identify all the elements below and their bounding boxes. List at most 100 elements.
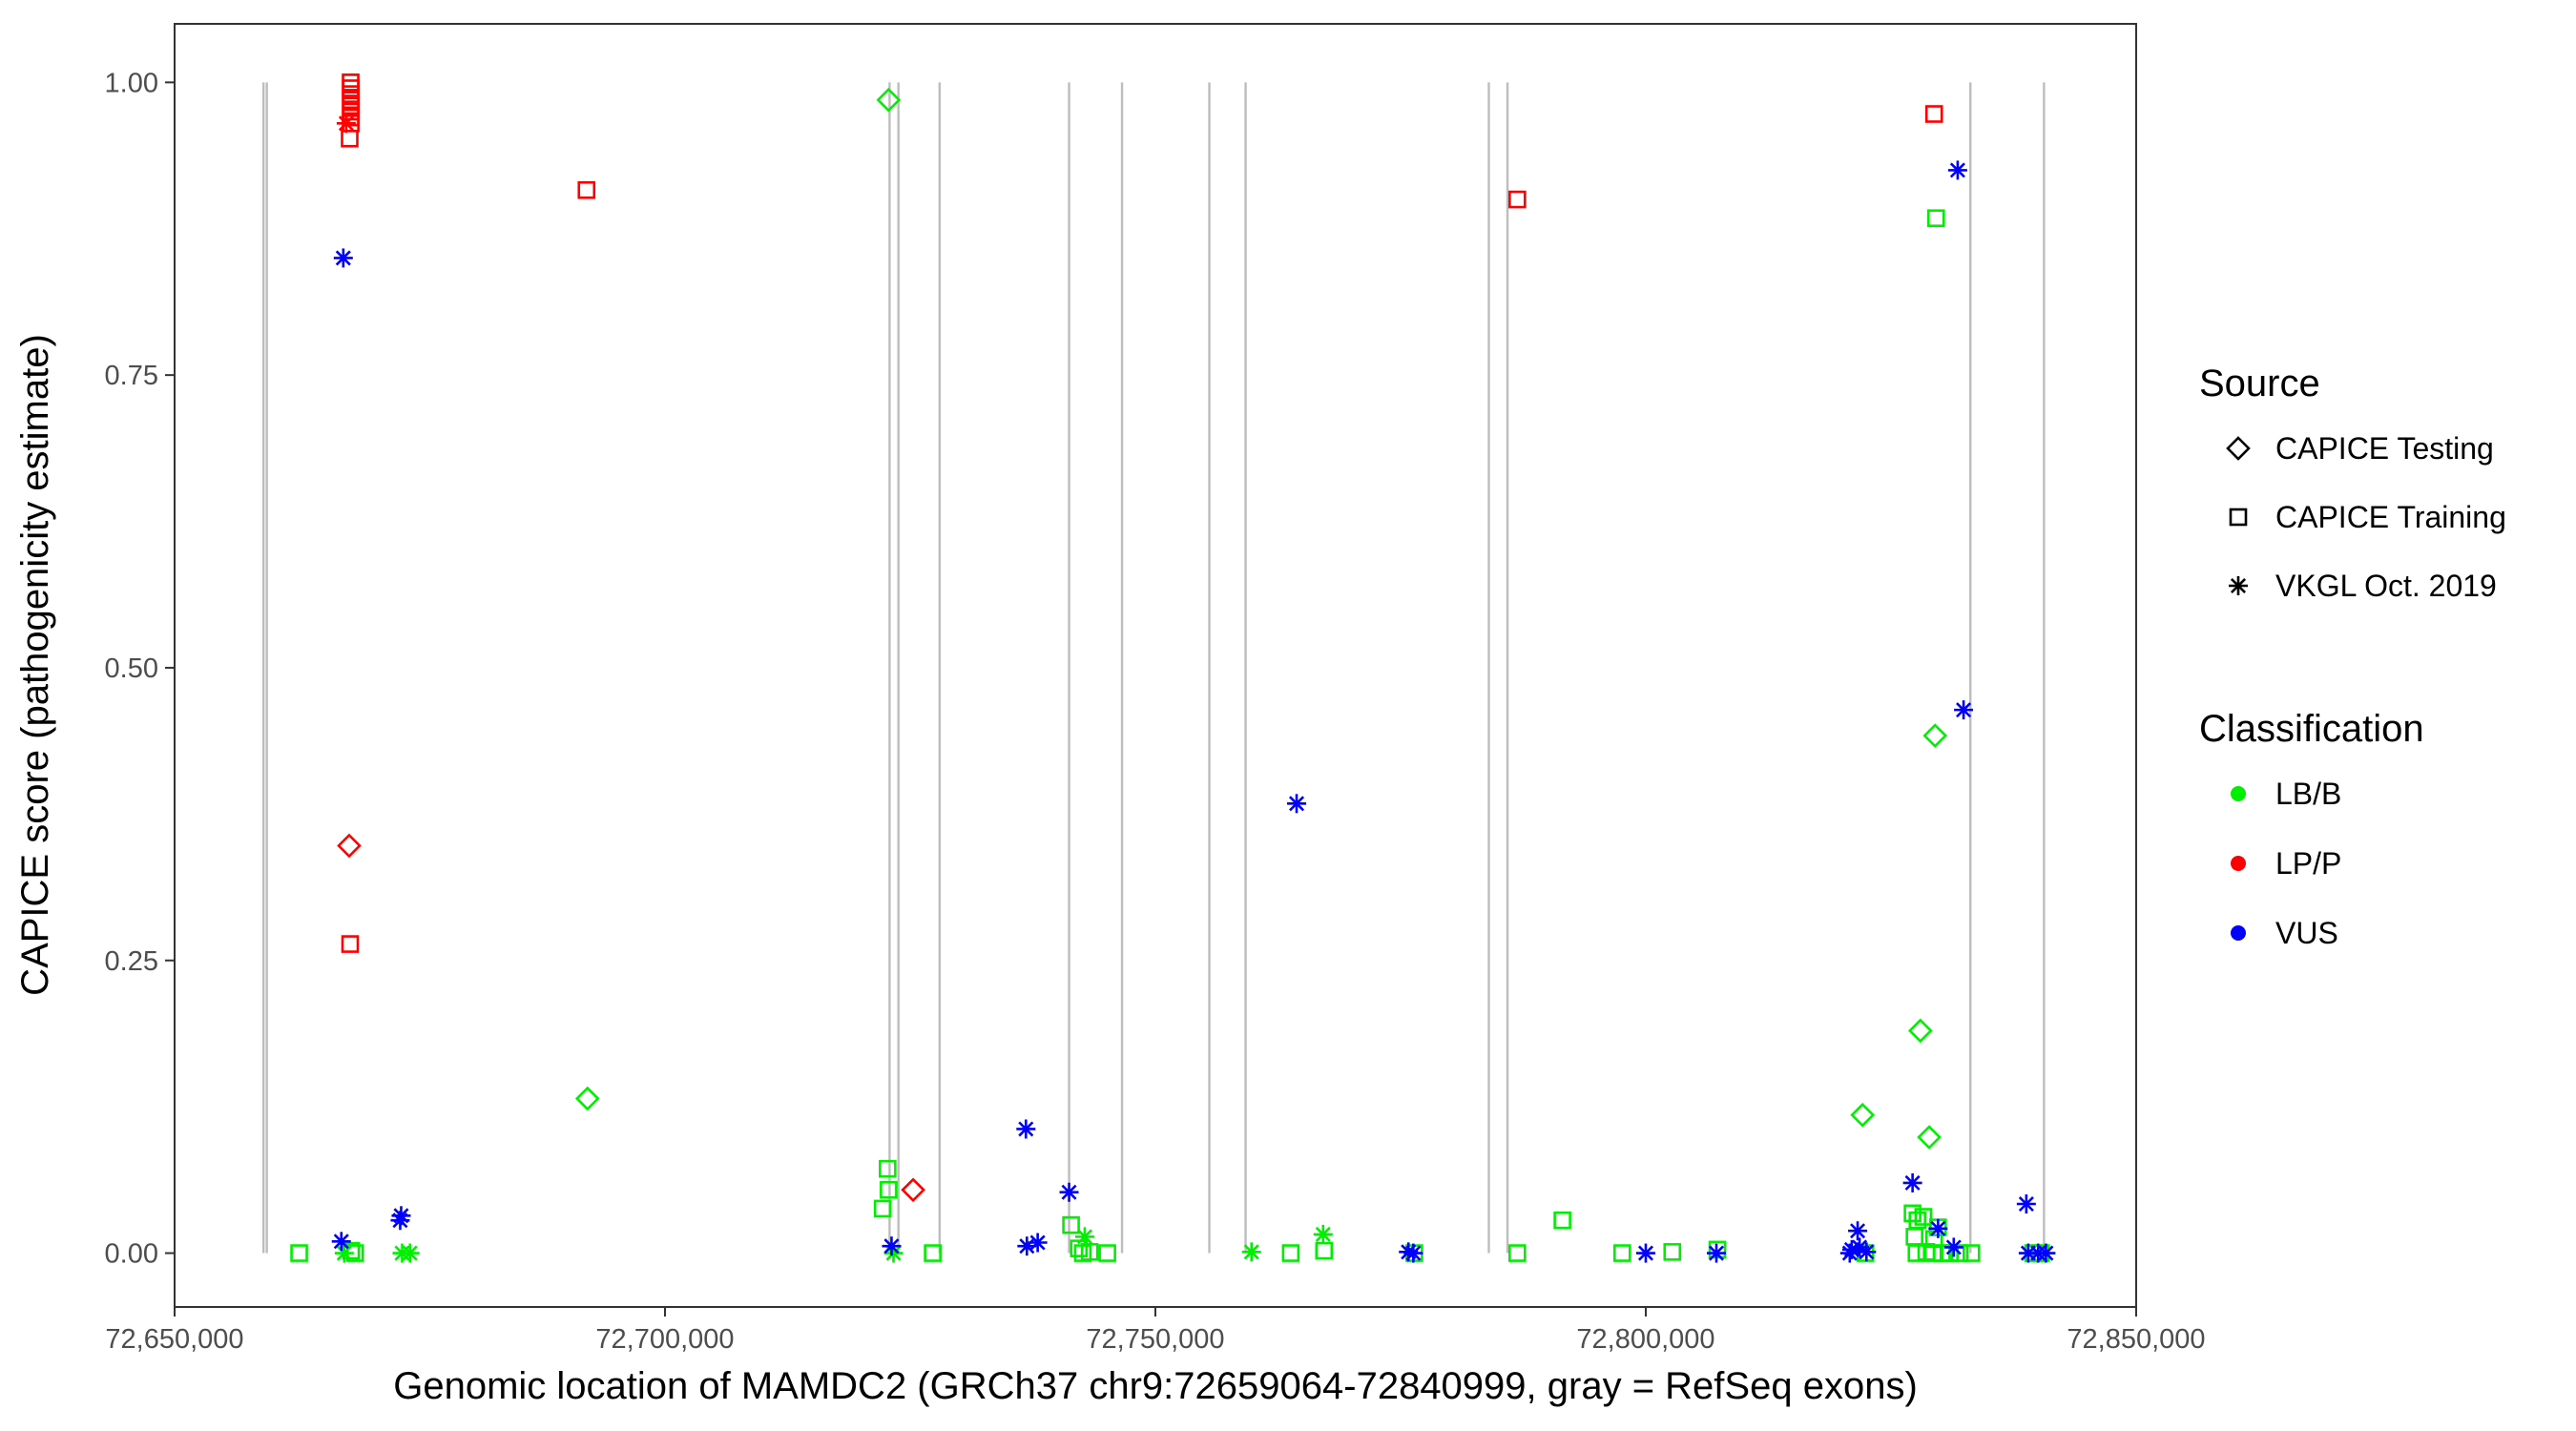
- point-lb-b-capice-training: [879, 1159, 897, 1178]
- point-vus-vkgl-oct-2019: [1028, 1233, 1048, 1253]
- point-vus-vkgl-oct-2019: [1947, 160, 1967, 180]
- y-tick-label: 1.00: [105, 68, 158, 98]
- point-lp-p-capice-training: [577, 180, 596, 199]
- legend-key-square: [2229, 508, 2248, 527]
- legend-color-dot: [2231, 856, 2246, 871]
- point-lb-b-vkgl-oct-2019: [334, 1243, 354, 1263]
- point-lb-b-vkgl-oct-2019: [400, 1243, 420, 1263]
- point-vus-vkgl-oct-2019: [1943, 1237, 1963, 1257]
- y-tick-label: 0.25: [105, 946, 158, 977]
- legend-label: VKGL Oct. 2019: [2275, 569, 2497, 603]
- point-vus-vkgl-oct-2019: [2016, 1194, 2036, 1214]
- legend-key-diamond: [2226, 436, 2251, 461]
- x-axis-title: Genomic location of MAMDC2 (GRCh37 chr9:…: [393, 1365, 1918, 1407]
- point-lb-b-capice-training: [1098, 1244, 1116, 1262]
- y-axis: 0.00 0.25 0.50 0.75 1.00: [105, 68, 175, 1270]
- legend-source-title: Source: [2199, 363, 2320, 404]
- legend-label: LP/P: [2275, 846, 2341, 881]
- point-lb-b-vkgl-oct-2019: [1241, 1242, 1261, 1262]
- point-lp-p-capice-training: [341, 935, 360, 953]
- legend-item-vus: VUS: [2231, 916, 2338, 950]
- point-lb-b-capice-testing: [574, 1086, 600, 1111]
- point-lp-p-vkgl-oct-2019: [336, 114, 356, 134]
- point-lb-b-capice-training: [1962, 1244, 1981, 1262]
- legend-item-capice-testing: CAPICE Testing: [2226, 431, 2494, 466]
- legend-label: VUS: [2275, 916, 2338, 950]
- legend-classification-items: LB/B LP/P VUS: [2231, 777, 2341, 950]
- point-lb-b-capice-training: [873, 1199, 892, 1218]
- point-lb-b-vkgl-oct-2019: [1313, 1224, 1333, 1244]
- point-lb-b-capice-testing: [1922, 723, 1948, 748]
- legend-label: LB/B: [2275, 777, 2341, 811]
- x-tick-label: 72,850,000: [2067, 1324, 2205, 1355]
- point-lb-b-capice-training: [1553, 1211, 1571, 1230]
- point-vus-vkgl-oct-2019: [1059, 1182, 1079, 1202]
- point-lp-p-capice-testing: [901, 1177, 925, 1203]
- legend-item-capice-training: CAPICE Training: [2229, 500, 2506, 534]
- point-vus-vkgl-oct-2019: [1928, 1218, 1948, 1238]
- point-lp-p-capice-training: [1924, 105, 1943, 123]
- point-lb-b-capice-testing: [1908, 1018, 1933, 1044]
- point-vus-vkgl-oct-2019: [1016, 1119, 1036, 1139]
- point-vus-vkgl-oct-2019: [1636, 1243, 1655, 1263]
- point-lb-b-capice-training: [290, 1244, 308, 1262]
- x-axis: 72,650,000 72,700,000 72,750,000 72,800,000…: [105, 1307, 2206, 1355]
- point-vus-vkgl-oct-2019: [390, 1211, 410, 1231]
- point-vus-vkgl-oct-2019: [1954, 700, 1974, 720]
- point-vus-vkgl-oct-2019: [1403, 1243, 1423, 1263]
- legend-label: CAPICE Testing: [2275, 431, 2494, 466]
- legend-color-dot: [2231, 925, 2246, 941]
- point-vus-vkgl-oct-2019: [331, 1232, 351, 1252]
- y-tick-label: 0.00: [105, 1239, 158, 1270]
- point-vus-vkgl-oct-2019: [882, 1236, 902, 1256]
- point-lb-b-capice-training: [1281, 1244, 1300, 1262]
- legend-item-lb-b: LB/B: [2231, 777, 2341, 811]
- point-vus-vkgl-oct-2019: [333, 248, 353, 268]
- y-tick-label: 0.50: [105, 653, 158, 684]
- point-lp-p-capice-testing: [337, 833, 362, 859]
- point-lb-b-capice-training: [1914, 1208, 1933, 1226]
- legend-item-vkgl-oct-2019: VKGL Oct. 2019: [2229, 569, 2497, 603]
- legend: Source CAPICE Testing CAPICE Training VKGL…: [2199, 363, 2506, 950]
- legend-key-asterisk: [2229, 576, 2248, 595]
- point-lb-b-capice-training: [1315, 1241, 1334, 1260]
- y-axis-title: CAPICE score (pathogenicity estimate): [14, 334, 56, 996]
- legend-label: CAPICE Training: [2275, 500, 2506, 534]
- x-tick-label: 72,800,000: [1576, 1324, 1714, 1355]
- point-lb-b-capice-training: [1080, 1243, 1099, 1261]
- point-lb-b-capice-training: [1926, 209, 1945, 228]
- legend-source-items: CAPICE Testing CAPICE Training VKGL Oct. 2…: [2226, 431, 2506, 603]
- point-lp-p-capice-training: [341, 129, 359, 148]
- panel-background: [175, 24, 2136, 1307]
- point-lb-b-capice-testing: [1850, 1102, 1876, 1128]
- point-lb-b-capice-training: [880, 1180, 898, 1199]
- point-vus-vkgl-oct-2019: [1707, 1243, 1727, 1263]
- point-vus-vkgl-oct-2019: [1848, 1221, 1868, 1241]
- legend-color-dot: [2231, 786, 2246, 801]
- point-lb-b-capice-testing: [1917, 1125, 1942, 1150]
- point-vus-vkgl-oct-2019: [2036, 1243, 2056, 1263]
- point-lp-p-capice-training: [1508, 190, 1527, 209]
- y-tick-label: 0.75: [105, 361, 158, 391]
- point-vus-vkgl-oct-2019: [1839, 1243, 1859, 1263]
- x-tick-label: 72,700,000: [595, 1324, 734, 1355]
- point-vus-vkgl-oct-2019: [1287, 794, 1307, 814]
- point-lb-b-capice-training: [924, 1244, 942, 1262]
- data-points: [290, 73, 2056, 1263]
- point-lb-b-capice-training: [1062, 1215, 1080, 1234]
- point-vus-vkgl-oct-2019: [1902, 1172, 1922, 1192]
- legend-item-lp-p: LP/P: [2231, 846, 2341, 881]
- legend-classification-title: Classification: [2199, 708, 2424, 750]
- point-lb-b-capice-testing: [876, 87, 902, 113]
- x-tick-label: 72,650,000: [105, 1324, 243, 1355]
- point-lb-b-capice-training: [1663, 1243, 1682, 1261]
- exon-lines: [261, 82, 2046, 1254]
- point-lb-b-capice-training: [1950, 1244, 1969, 1262]
- point-lb-b-capice-training: [1941, 1244, 1959, 1262]
- point-lb-b-capice-training: [1508, 1244, 1527, 1262]
- x-tick-label: 72,750,000: [1086, 1324, 1224, 1355]
- point-lb-b-capice-training: [1907, 1244, 1926, 1262]
- point-vus-vkgl-oct-2019: [1857, 1242, 1877, 1262]
- point-lb-b-capice-training: [1613, 1244, 1631, 1262]
